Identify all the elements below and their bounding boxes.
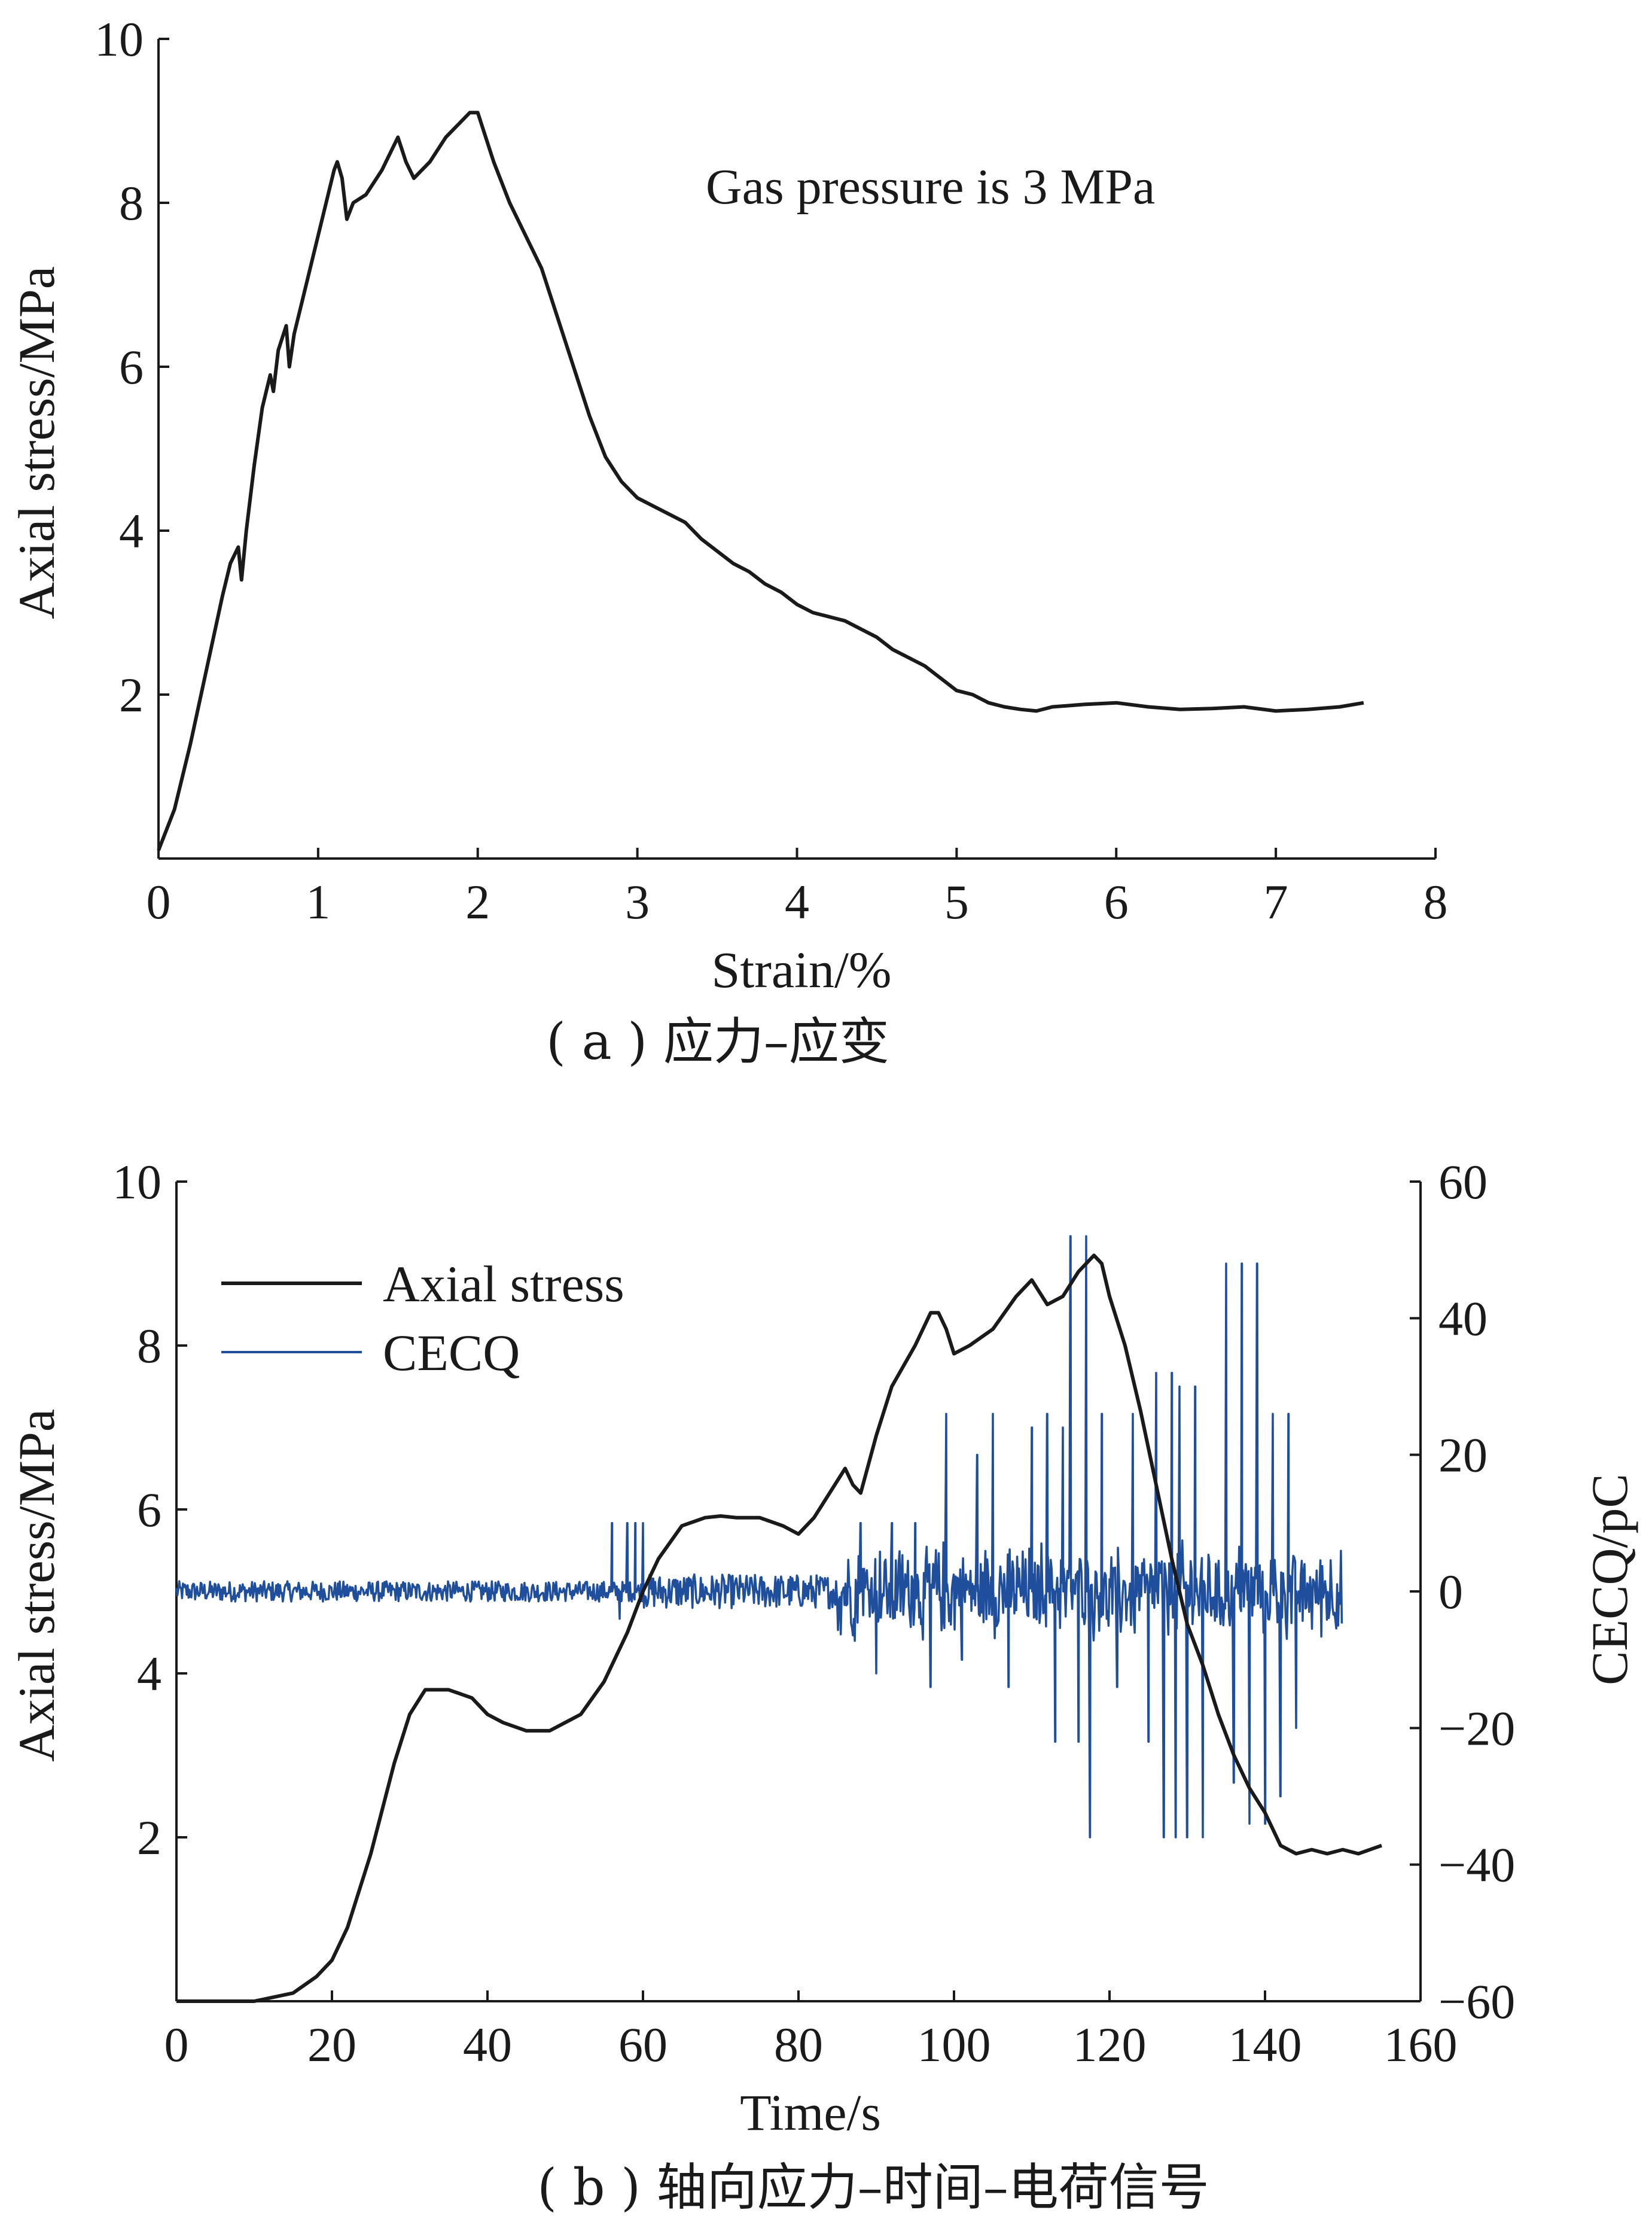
panel-b-left-y-tick-label: 4 <box>137 1646 161 1701</box>
panel-a-x-tick-labels: 0 1 2 3 4 5 6 7 8 <box>147 875 1448 929</box>
panel-a-x-tick-label: 8 <box>1424 875 1448 929</box>
panel-a-y-tick-labels: 2 4 6 8 10 <box>95 12 144 722</box>
panel-a-annotation: Gas pressure is 3 MPa <box>706 159 1155 215</box>
panel-a-x-tick-label: 7 <box>1264 875 1288 929</box>
panel-b-x-tick-label: 20 <box>307 2017 356 2072</box>
panel-b-x-tick-label: 120 <box>1073 2017 1147 2072</box>
panel-b-legend: Axial stress CECQ <box>221 1255 624 1381</box>
panel-b-x-tick-label: 160 <box>1384 2017 1458 2072</box>
panel-b-x-tick-label: 0 <box>164 2017 189 2072</box>
legend-label-cecq: CECQ <box>383 1324 520 1381</box>
panel-a-x-axis-title: Strain/% <box>712 941 892 999</box>
panel-a-x-tick-label: 5 <box>944 875 969 929</box>
panel-a-y-tick-label: 10 <box>95 12 144 66</box>
panel-a-y-tick-label: 8 <box>119 176 144 230</box>
panel-b-left-y-tick-labels: 2 4 6 8 10 <box>112 1155 161 1865</box>
panel-b-x-tick-label: 80 <box>774 2017 823 2072</box>
panel-b-x-axis-title: Time/s <box>740 2084 881 2141</box>
panel-a-x-tick-label: 3 <box>625 875 650 929</box>
panel-b-left-y-axis-title: Axial stress/MPa <box>8 1409 65 1762</box>
panel-b-right-y-tick-label: 60 <box>1438 1155 1488 1209</box>
panel-b-caption: ( b ) 轴向应力–时间–电荷信号 <box>537 2158 1209 2217</box>
panel-b-x-tick-label: 100 <box>918 2017 991 2072</box>
panel-a-x-tick-label: 0 <box>147 875 171 929</box>
panel-b-right-y-axis-title: CECQ/pC <box>1581 1474 1638 1685</box>
panel-b-left-y-tick-label: 6 <box>137 1483 161 1537</box>
panel-b-x-tick-labels: 0 20 40 60 80 100 120 140 160 <box>164 2017 1458 2072</box>
panel-a-y-tick-label: 6 <box>119 340 144 394</box>
panel-a-x-tick-label: 2 <box>465 875 490 929</box>
panel-a-x-tick-label: 4 <box>785 875 809 929</box>
legend-label-axial-stress: Axial stress <box>383 1255 624 1313</box>
panel-a-x-tick-label: 1 <box>306 875 330 929</box>
panel-b-right-y-tick-label: 20 <box>1438 1428 1488 1483</box>
panel-b-left-y-tick-label: 10 <box>112 1155 161 1209</box>
panel-a-stress-strain: 0 1 2 3 4 5 6 7 8 2 4 6 8 10 Gas pressure is 3 MPa S… <box>8 12 1448 1071</box>
panel-b-right-y-tick-label: 40 <box>1438 1291 1488 1346</box>
panel-b-axial-stress-line <box>176 1253 1382 2003</box>
panel-a-x-tick-label: 6 <box>1104 875 1129 929</box>
panel-b-x-tick-label: 40 <box>463 2017 512 2072</box>
panel-a-y-tick-label: 2 <box>119 668 144 722</box>
panel-b-stress-time-charge: 0 20 40 60 80 100 120 140 160 2 4 6 8 10 −60 −40 −20 0 2… <box>8 1155 1638 2217</box>
panel-b-x-tick-label: 60 <box>618 2017 667 2072</box>
panel-b-left-y-tick-label: 8 <box>137 1319 161 1373</box>
panel-a-stress-strain-line <box>157 111 1364 851</box>
panel-b-x-tick-label: 140 <box>1229 2017 1302 2072</box>
panel-b-left-y-tick-label: 2 <box>137 1810 161 1865</box>
panel-a-axes <box>157 38 1437 860</box>
panel-b-right-y-tick-label: −40 <box>1438 1838 1515 1892</box>
panel-b-right-y-tick-label: −20 <box>1438 1701 1515 1755</box>
panel-a-y-axis-title: Axial stress/MPa <box>8 266 65 619</box>
panel-b-right-y-tick-label: 0 <box>1438 1564 1463 1619</box>
panel-b-cecq-line <box>175 1235 1343 1839</box>
panel-b-right-y-tick-label: −60 <box>1438 1974 1515 2029</box>
panel-b-right-y-tick-labels: −60 −40 −20 0 20 40 60 <box>1438 1155 1515 2029</box>
panel-a-caption: ( a ) 应力–应变 <box>546 1012 889 1071</box>
panel-a-y-tick-label: 4 <box>119 504 144 558</box>
